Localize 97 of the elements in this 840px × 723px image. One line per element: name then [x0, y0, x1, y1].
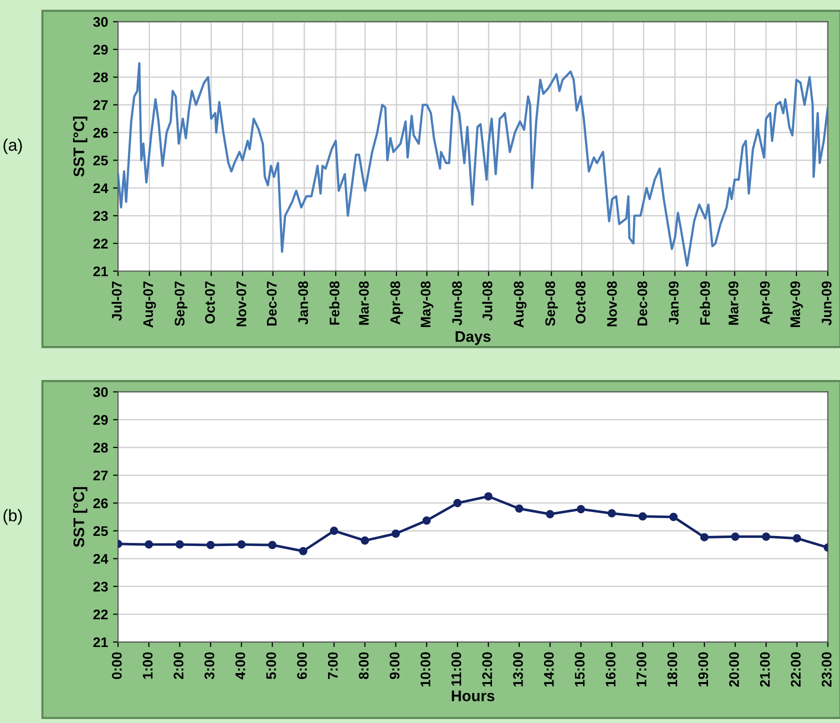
y-tick-label: 24 — [93, 554, 108, 564]
point — [515, 504, 524, 513]
point — [206, 540, 215, 550]
x-tick-label: 1:00 — [142, 652, 153, 679]
y-tick-label: 22 — [93, 610, 108, 620]
x-tick-label: 16:00 — [606, 652, 616, 686]
x-tick-label: 22:00 — [790, 652, 801, 687]
point — [731, 532, 740, 541]
x-tick-label: 9:00 — [390, 652, 400, 680]
point — [792, 534, 802, 543]
y-tick-label: 29 — [93, 414, 108, 425]
point — [237, 540, 246, 549]
point — [144, 540, 154, 549]
x-tick-label: Jan-09 — [668, 281, 679, 325]
x-tick-label: 21:00 — [760, 652, 770, 687]
x-tick-label: Aug-07 — [143, 281, 156, 328]
point — [299, 546, 308, 556]
point — [176, 540, 184, 549]
y-tick-label: 29 — [93, 44, 108, 55]
x-tick-label: Mar-09 — [728, 281, 738, 325]
point — [576, 504, 586, 514]
x-tick-label: Aug-08 — [514, 281, 526, 328]
x-tick-label: Oct-07 — [205, 281, 215, 324]
point — [360, 536, 370, 545]
point — [484, 492, 493, 501]
x-axis-title: Days — [456, 331, 491, 345]
y-tick-label: 27 — [93, 470, 108, 480]
x-tick-label: May-08 — [420, 281, 434, 328]
x-axis-title: Hours — [452, 690, 494, 702]
y-tick-label: 26 — [93, 498, 108, 508]
x-tick-label: 2:00 — [174, 652, 184, 680]
y-tick-label: 28 — [93, 442, 108, 453]
x-tick-label: 0:00 — [112, 652, 122, 679]
x-tick-label: 5:00 — [266, 652, 276, 680]
y-tick-label: 30 — [93, 387, 108, 398]
y-tick-label: 21 — [93, 637, 108, 648]
x-tick-label: 19:00 — [698, 652, 708, 686]
x-tick-label: 4:00 — [235, 652, 246, 680]
y-tick-label: 23 — [93, 211, 108, 221]
point — [546, 510, 554, 518]
y-tick-label: 26 — [93, 128, 108, 138]
x-tick-label: 3:00 — [204, 652, 214, 680]
x-tick-label: Apr-08 — [390, 281, 403, 324]
x-tick-label: 15:00 — [574, 652, 585, 686]
point — [392, 529, 400, 538]
x-tick-label: Nov-08 — [607, 281, 617, 326]
y-tick-label: 21 — [93, 266, 108, 276]
x-tick-label: Mar-08 — [358, 281, 369, 325]
point — [330, 526, 338, 536]
point — [700, 533, 709, 542]
x-tick-label: Jun-08 — [452, 281, 462, 326]
y-tick-label: 23 — [93, 582, 108, 592]
x-tick-label: May-09 — [790, 281, 803, 328]
x-tick-label: Apr-09 — [760, 281, 773, 324]
point — [453, 498, 462, 508]
x-tick-label: Jan-08 — [298, 281, 308, 325]
x-tick-label: 12:00 — [482, 652, 492, 686]
x-tick-label: 10:00 — [420, 652, 430, 686]
x-tick-label: 20:00 — [729, 652, 739, 687]
y-tick-label: 27 — [93, 100, 108, 110]
x-tick-label: 7:00 — [328, 652, 338, 679]
x-tick-label: Jul-07 — [112, 281, 122, 321]
y-tick-label: 28 — [93, 72, 108, 82]
y-tick-label: 25 — [93, 156, 108, 166]
x-tick-label: Jun-09 — [822, 281, 832, 326]
y-tick-label: 24 — [93, 183, 108, 194]
x-tick-label: Dec-08 — [637, 281, 648, 326]
x-tick-label: 8:00 — [358, 652, 369, 680]
y-axis-title: SST [°C] — [73, 487, 88, 548]
text: (b) — [4, 509, 22, 525]
x-tick-label: Feb-09 — [700, 281, 710, 325]
x-tick-label: 17:00 — [636, 652, 646, 686]
x-tick-label: 11:00 — [451, 652, 462, 686]
x-tick-label: 6:00 — [297, 652, 307, 680]
x-tick-label: 13:00 — [513, 652, 523, 686]
x-tick-label: Nov-07 — [236, 281, 246, 326]
point — [762, 532, 770, 541]
x-tick-label: Oct-08 — [576, 281, 586, 324]
point — [669, 512, 678, 522]
x-tick-label: Dec-07 — [266, 281, 277, 326]
y-tick-label: 22 — [93, 238, 108, 248]
point — [608, 509, 616, 518]
y-axis-title: SST [°C] — [73, 116, 88, 177]
x-tick-label: Sep-07 — [174, 281, 188, 326]
point — [268, 540, 276, 550]
x-tick-label: Sep-08 — [545, 281, 558, 326]
x-tick-label: Feb-08 — [329, 281, 340, 325]
point — [638, 512, 647, 521]
x-tick-label: 18:00 — [667, 652, 678, 686]
y-tick-label: 25 — [93, 526, 108, 536]
text: (a) — [4, 138, 22, 154]
x-tick-label: 23:00 — [822, 652, 832, 687]
y-tick-label: 30 — [93, 17, 108, 27]
point — [422, 516, 431, 525]
x-tick-label: 14:00 — [544, 652, 554, 686]
line-series — [118, 62, 828, 267]
x-tick-label: Jul-08 — [482, 281, 492, 321]
